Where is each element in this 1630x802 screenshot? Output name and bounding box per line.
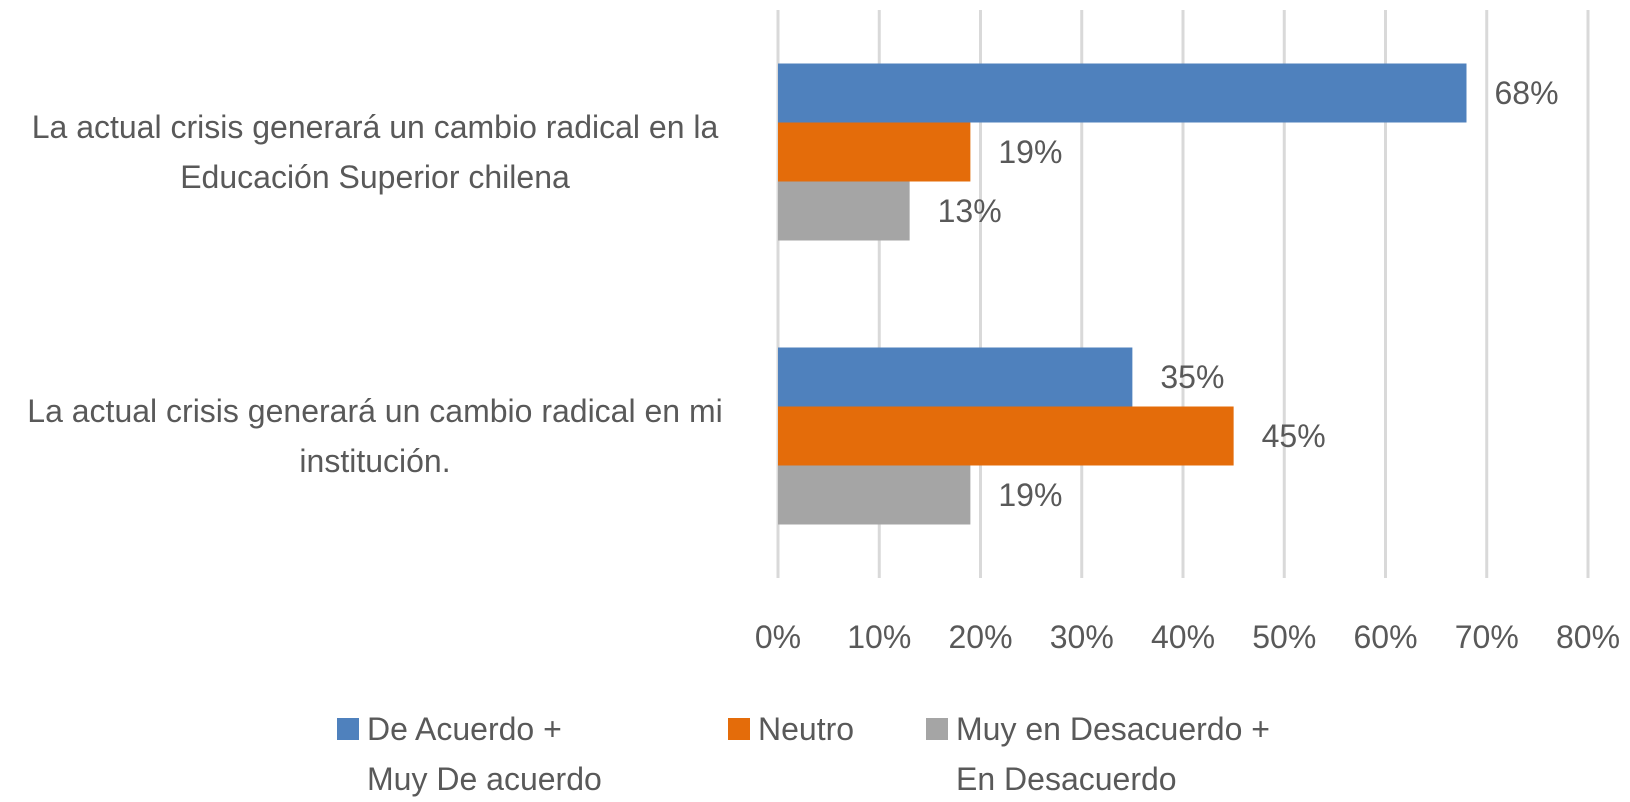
x-tick-label: 40% [1150,619,1216,655]
x-tick-label: 10% [847,619,912,655]
value-label: 35% [1160,359,1225,395]
x-tick-label: 0% [754,619,802,655]
value-label: 19% [998,477,1063,513]
legend-label: Neutro [758,711,855,747]
value-label: 13% [937,193,1002,229]
bar [778,63,1467,123]
bar [778,181,910,241]
bar [778,347,1133,407]
x-tick-label: 80% [1555,619,1621,655]
x-tick-label: 20% [948,619,1013,655]
bar [778,465,971,525]
x-tick-label: 30% [1049,619,1114,655]
category-label: La actual crisis generará un cambio radi… [27,393,723,479]
value-label: 45% [1261,418,1326,454]
legend-swatch [926,718,948,740]
category-label: La actual crisis generará un cambio radi… [31,109,719,195]
legend-swatch [728,718,750,740]
legend-label: Muy en Desacuerdo + En Desacuerdo [956,711,1270,797]
value-label: 68% [1494,75,1559,111]
x-tick-label: 60% [1353,619,1418,655]
bar [778,122,971,182]
x-tick-label: 70% [1454,619,1519,655]
legend-swatch [337,718,359,740]
bar [778,406,1234,466]
legend-label: De Acuerdo + Muy De acuerdo [367,711,602,797]
value-label: 19% [998,134,1063,170]
x-tick-label: 50% [1252,619,1317,655]
